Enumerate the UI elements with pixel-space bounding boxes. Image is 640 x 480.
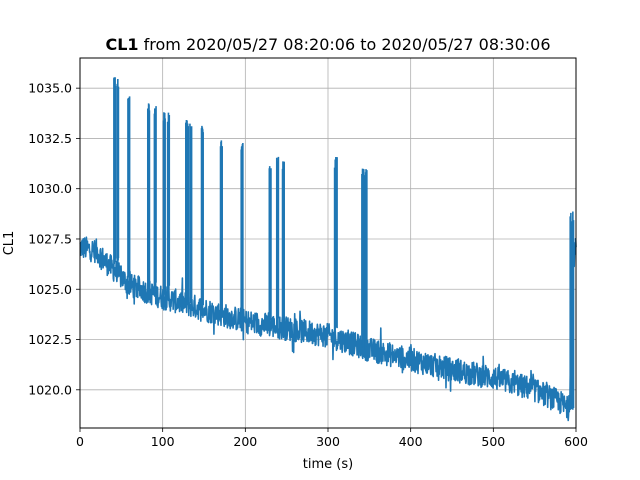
y-tick-label: 1025.0 <box>28 282 72 297</box>
x-tick-label: 300 <box>316 434 340 449</box>
y-tick-label: 1035.0 <box>28 81 72 96</box>
x-tick-label: 0 <box>76 434 84 449</box>
series-spike <box>240 143 244 322</box>
chart-title-bold: CL1 <box>105 35 138 54</box>
x-tick-label: 500 <box>481 434 505 449</box>
series-spike <box>166 112 171 296</box>
x-tick-label: 400 <box>399 434 423 449</box>
series-spike <box>219 140 223 316</box>
y-tick-label: 1022.5 <box>28 332 72 347</box>
axis-ticks: 0 100 200 300 400 500 600 1020.0 1022.5 1025.0 102… <box>28 81 588 449</box>
series-spike <box>127 96 131 284</box>
series-spike <box>185 119 190 302</box>
series-cl1 <box>79 77 577 422</box>
series-spike <box>200 125 204 310</box>
series-spike <box>162 112 166 296</box>
chart-title: CL1 from 2020/05/27 08:20:06 to 2020/05/… <box>105 35 550 54</box>
series-spike <box>268 166 272 328</box>
series-spike <box>275 156 280 330</box>
series-spike <box>116 79 120 270</box>
series-spike <box>333 156 338 338</box>
x-tick-label: 200 <box>233 434 257 449</box>
series-spike <box>189 123 193 304</box>
series-spike <box>146 103 151 292</box>
series-line <box>79 236 577 422</box>
x-tick-label: 100 <box>151 434 175 449</box>
series-spike <box>364 169 368 350</box>
x-tick-label: 600 <box>564 434 588 449</box>
series-spike <box>153 106 157 294</box>
chart-title-rest: from 2020/05/27 08:20:06 to 2020/05/27 0… <box>139 35 551 54</box>
y-tick-label: 1020.0 <box>28 382 72 397</box>
y-tick-label: 1030.0 <box>28 181 72 196</box>
x-axis-label: time (s) <box>303 457 353 472</box>
series-spike <box>113 77 117 270</box>
y-tick-label: 1032.5 <box>28 131 72 146</box>
y-tick-label: 1027.5 <box>28 231 72 246</box>
series-spike <box>569 211 575 410</box>
y-axis-label: CL1 <box>2 231 17 256</box>
series-spike <box>361 168 366 348</box>
series-spike <box>281 161 285 332</box>
